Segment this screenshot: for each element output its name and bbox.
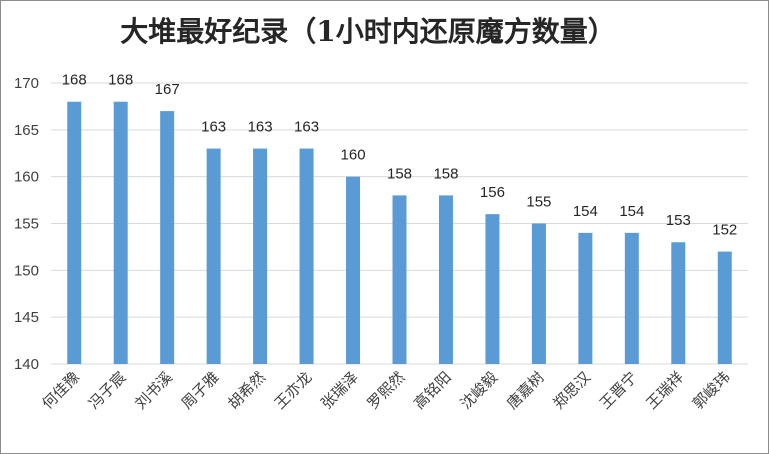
data-label: 168 — [108, 72, 133, 89]
data-label: 153 — [666, 212, 691, 229]
data-label: 168 — [62, 72, 87, 89]
y-tick-label: 150 — [14, 262, 39, 279]
bar — [253, 148, 268, 364]
x-tick-label: 冯子宸 — [85, 368, 130, 413]
x-tick-label: 胡希然 — [224, 368, 269, 413]
data-label: 163 — [201, 119, 226, 136]
bar — [206, 148, 221, 364]
bar — [392, 195, 407, 364]
data-label: 163 — [294, 119, 319, 136]
bar — [578, 232, 593, 364]
data-label: 160 — [341, 147, 366, 164]
x-tick-label: 周子雅 — [178, 368, 223, 413]
x-tick-label: 高铭阳 — [410, 368, 455, 413]
x-tick-label: 刘书溪 — [131, 368, 176, 413]
bar — [531, 223, 546, 364]
y-tick-label: 145 — [14, 309, 39, 326]
data-label: 158 — [387, 165, 412, 182]
data-label: 167 — [155, 81, 180, 98]
x-axis: 何佳豫 冯子宸 刘书溪 周子雅 胡希然 王亦龙 张瑞泽 罗熙然 高铭阳 沈峻毅 唐嘉树 郑思汉 王晋宁王… — [39, 368, 734, 413]
x-tick-label: 郭峻玮 — [689, 368, 734, 413]
data-label: 155 — [526, 194, 551, 211]
x-tick-label: 张瑞泽 — [317, 368, 362, 413]
data-label: 163 — [248, 119, 273, 136]
x-tick-label: 王晋宁 — [596, 368, 641, 413]
bars — [67, 101, 732, 364]
bar — [485, 214, 500, 364]
bar — [717, 251, 732, 364]
data-label: 154 — [573, 203, 598, 220]
bar — [299, 148, 314, 364]
y-axis: 140 145 150 155 160 165 170 — [14, 75, 39, 373]
x-tick-label: 沈峻毅 — [457, 368, 502, 413]
data-labels: 168 168 167 163 163 163 160 158 158 156 155 154 154 1… — [62, 72, 738, 239]
x-tick-label: 罗熙然 — [364, 368, 409, 413]
x-tick-label: 王瑞祥 — [643, 368, 688, 413]
bar — [160, 111, 175, 364]
bar — [113, 101, 128, 364]
x-tick-label: 王亦龙 — [271, 368, 316, 413]
y-tick-label: 155 — [14, 216, 39, 233]
bar — [438, 195, 453, 364]
x-tick-label: 郑思汉 — [550, 368, 595, 413]
y-tick-label: 170 — [14, 75, 39, 92]
data-label: 152 — [712, 222, 737, 239]
data-label: 158 — [433, 165, 458, 182]
x-tick-label: 唐嘉树 — [503, 368, 548, 413]
data-label: 156 — [480, 184, 505, 201]
data-label: 154 — [619, 203, 644, 220]
x-tick-label: 何佳豫 — [39, 368, 84, 413]
bar — [671, 242, 686, 364]
bar — [67, 101, 82, 364]
chart-title: 大堆最好纪录（1小时内还原魔方数量） — [120, 15, 616, 48]
y-tick-label: 160 — [14, 169, 39, 186]
bar — [624, 232, 639, 364]
bar — [346, 176, 361, 364]
y-tick-label: 140 — [14, 356, 39, 373]
y-tick-label: 165 — [14, 122, 39, 139]
